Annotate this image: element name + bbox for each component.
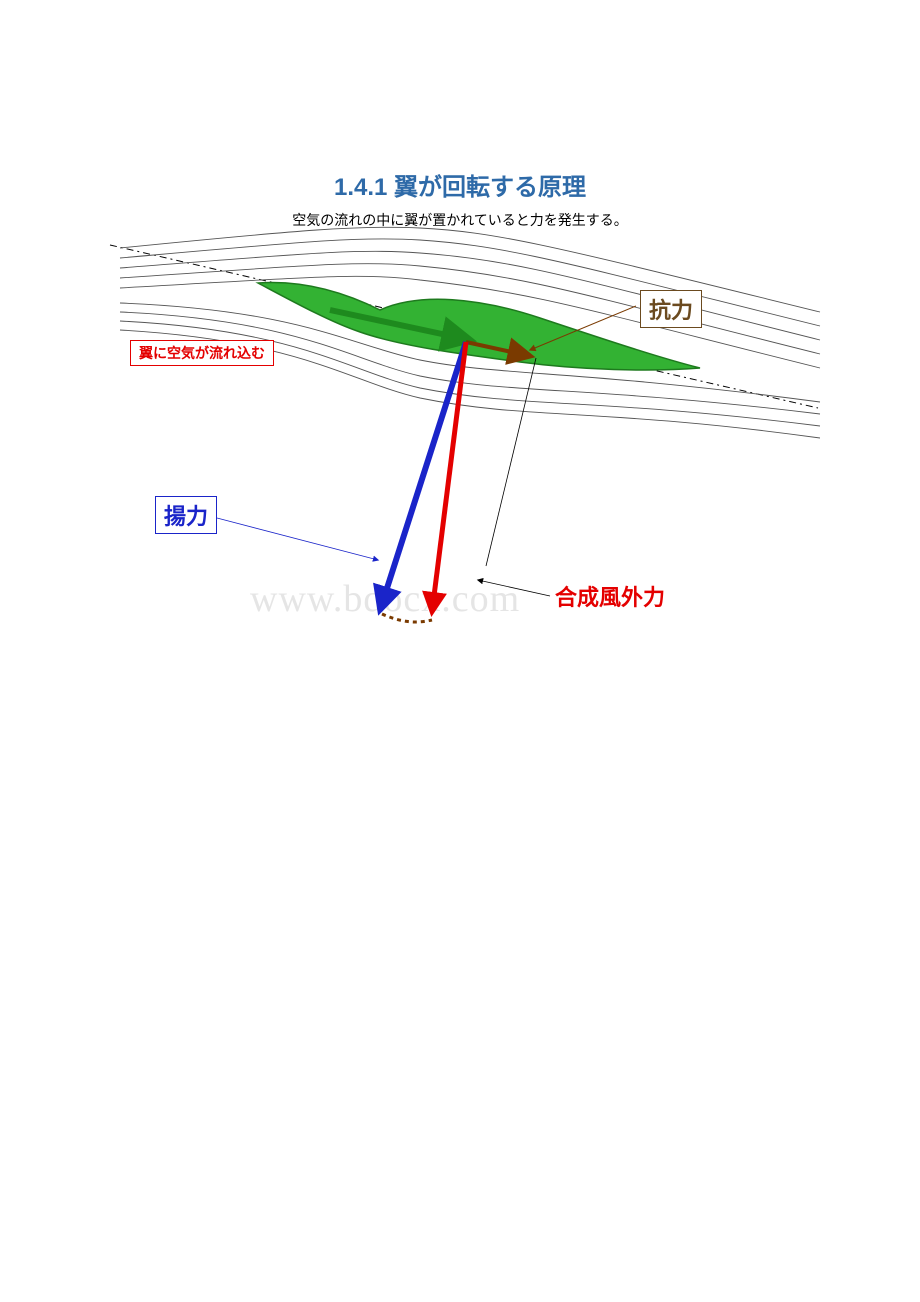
resultant-tip-arc	[382, 614, 432, 622]
resultant-leader-1	[486, 358, 536, 566]
airfoil-shape	[258, 282, 700, 370]
drag-label: 抗力	[640, 290, 702, 328]
lift-label: 揚力	[155, 496, 217, 534]
resultant-label: 合成風外力	[555, 580, 665, 612]
lift-arrow	[380, 342, 466, 610]
inflow-label: 翼に空気が流れ込む	[130, 340, 274, 366]
lift-leader-line	[217, 518, 378, 560]
streamline	[120, 227, 820, 312]
resultant-arrow	[432, 342, 466, 612]
resultant-leader-2	[478, 580, 550, 596]
